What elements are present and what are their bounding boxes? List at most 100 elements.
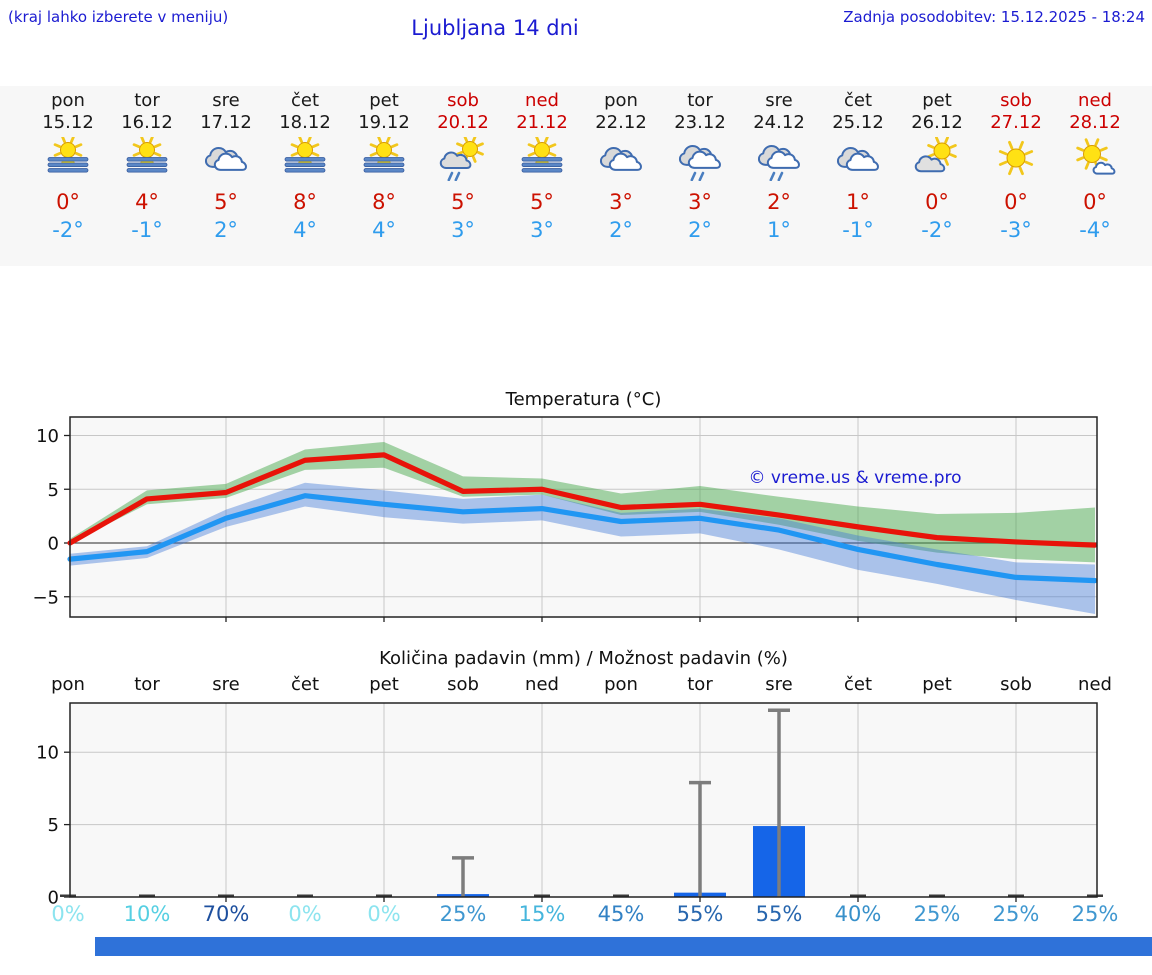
precip-probability-label: 45% (597, 902, 645, 926)
weather-icon (597, 137, 645, 181)
day-date: 28.12 (1069, 112, 1121, 133)
day-date: 25.12 (832, 112, 884, 133)
svg-text:5: 5 (48, 815, 59, 836)
low-temp: -2° (921, 218, 953, 242)
precip-day-label: sob (447, 674, 479, 695)
day-name: sob (447, 90, 479, 111)
svg-text:10: 10 (36, 426, 59, 447)
forecast-day-column[interactable]: ned 28.12 0° -4° (1056, 86, 1135, 266)
precip-probability-label: 25% (1071, 902, 1119, 926)
low-temp: 2° (214, 218, 238, 242)
high-temp: 5° (530, 190, 554, 214)
day-name: pet (922, 90, 952, 111)
day-date: 24.12 (753, 112, 805, 133)
day-date: 19.12 (358, 112, 410, 133)
day-name: ned (525, 90, 559, 111)
footer-bar (95, 937, 1152, 956)
day-name: čet (843, 90, 873, 111)
precip-day-label: ned (525, 674, 559, 695)
high-temp: 5° (214, 190, 238, 214)
day-name: sre (212, 90, 240, 111)
high-temp: 1° (846, 190, 870, 214)
low-temp: -2° (52, 218, 84, 242)
low-temp: 2° (609, 218, 633, 242)
low-temp: 2° (688, 218, 712, 242)
forecast-day-column[interactable]: pet 26.12 0° -2° (898, 86, 977, 266)
high-temp: 0° (1004, 190, 1028, 214)
day-name: tor (134, 90, 160, 111)
weather-icon (992, 137, 1040, 181)
weather-icon (281, 135, 329, 181)
day-name: sre (765, 90, 793, 111)
high-temp: 8° (372, 190, 396, 214)
precip-day-label: pon (604, 674, 638, 695)
weather-icon (834, 137, 882, 181)
low-temp: 1° (767, 218, 791, 242)
forecast-day-column[interactable]: čet 18.12 8° 4° (266, 86, 345, 266)
precip-chart-title: Količina padavin (mm) / Možnost padavin … (379, 648, 788, 669)
weather-icon (44, 135, 92, 181)
high-temp: 3° (609, 190, 633, 214)
day-date: 17.12 (200, 112, 252, 133)
precip-probability-label: 25% (992, 902, 1040, 926)
precip-day-label: čet (843, 674, 873, 695)
weather-icon (518, 135, 566, 181)
forecast-day-column[interactable]: tor 16.12 4° -1° (108, 86, 187, 266)
high-temp: 2° (767, 190, 791, 214)
high-temp: 0° (925, 190, 949, 214)
day-date: 15.12 (42, 112, 94, 133)
weather-icon (202, 137, 250, 181)
weather-icon (439, 135, 487, 182)
high-temp: 5° (451, 190, 475, 214)
low-temp: -4° (1079, 218, 1111, 242)
menu-hint-text: (kraj lahko izberete v meniju) (8, 8, 229, 26)
precip-probability-label: 15% (518, 902, 566, 926)
low-temp: -1° (842, 218, 874, 242)
forecast-day-column[interactable]: pon 22.12 3° 2° (582, 86, 661, 266)
day-date: 16.12 (121, 112, 173, 133)
last-updated-text: Zadnja posodobitev: 15.12.2025 - 18:24 (843, 8, 1145, 26)
precip-day-label: čet (290, 674, 320, 695)
forecast-day-column[interactable]: sre 17.12 5° 2° (187, 86, 266, 266)
page-title: Ljubljana 14 dni (411, 16, 579, 40)
day-name: pon (51, 90, 85, 111)
svg-text:−5: −5 (32, 587, 59, 608)
day-date: 21.12 (516, 112, 568, 133)
day-date: 23.12 (674, 112, 726, 133)
day-date: 27.12 (990, 112, 1042, 133)
forecast-day-column[interactable]: tor 23.12 3° 2° (661, 86, 740, 266)
precip-probability-label: 0% (367, 902, 401, 926)
precip-day-label: pet (922, 674, 952, 695)
forecast-day-column[interactable]: čet 25.12 1° -1° (819, 86, 898, 266)
svg-text:0: 0 (48, 534, 59, 555)
svg-text:5: 5 (48, 480, 59, 501)
precip-probability-label: 40% (834, 902, 882, 926)
precip-day-label: ned (1078, 674, 1112, 695)
low-temp: 4° (372, 218, 396, 242)
day-name: pon (604, 90, 638, 111)
watermark-text: © vreme.us & vreme.pro (748, 468, 962, 488)
forecast-strip: pon 15.12 0° -2° tor 16.12 4° -1° sre 17… (0, 86, 1152, 266)
svg-text:10: 10 (36, 743, 59, 764)
precip-day-label: pet (369, 674, 399, 695)
high-temp: 4° (135, 190, 159, 214)
precip-probability-label: 25% (913, 902, 961, 926)
day-name: pet (369, 90, 399, 111)
day-date: 18.12 (279, 112, 331, 133)
forecast-day-column[interactable]: pet 19.12 8° 4° (345, 86, 424, 266)
weather-icon (360, 135, 408, 181)
low-temp: -3° (1000, 218, 1032, 242)
day-name: ned (1078, 90, 1112, 111)
high-temp: 0° (56, 190, 80, 214)
forecast-day-column[interactable]: sob 27.12 0° -3° (977, 86, 1056, 266)
forecast-day-column[interactable]: pon 15.12 0° -2° (29, 86, 108, 266)
precip-probability-label: 0% (288, 902, 322, 926)
forecast-day-column[interactable]: sre 24.12 2° 1° (740, 86, 819, 266)
forecast-day-column[interactable]: sob 20.12 5° 3° (424, 86, 503, 266)
precip-day-label: pon (51, 674, 85, 695)
precip-day-label: sob (1000, 674, 1032, 695)
temperature-chart-title: Temperatura (°C) (505, 389, 662, 410)
forecast-day-column[interactable]: ned 21.12 5° 3° (503, 86, 582, 266)
precip-probability-label: 25% (439, 902, 487, 926)
